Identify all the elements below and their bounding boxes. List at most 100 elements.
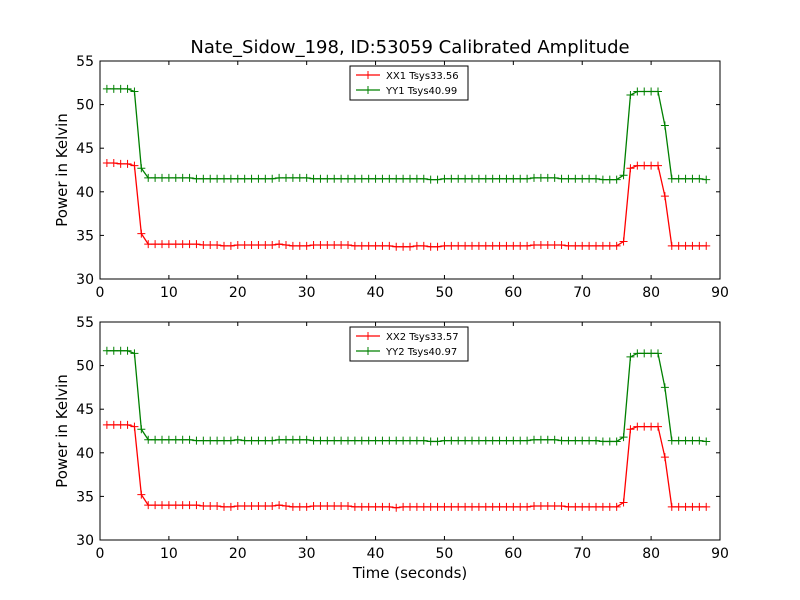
data-point <box>564 502 573 511</box>
data-point <box>385 241 394 250</box>
data-point <box>571 241 580 250</box>
data-point <box>426 242 435 251</box>
data-point <box>461 174 470 183</box>
x-tick-label: 80 <box>642 285 660 301</box>
data-point <box>206 501 215 510</box>
data-point <box>247 240 256 249</box>
data-point <box>295 502 304 511</box>
data-point <box>206 240 215 249</box>
data-point <box>502 241 511 250</box>
data-point <box>481 241 490 250</box>
data-point <box>688 436 697 445</box>
data-point <box>654 349 662 358</box>
data-point <box>612 175 621 184</box>
data-point <box>419 174 428 183</box>
data-point <box>233 501 242 510</box>
data-point <box>337 436 346 445</box>
data-point <box>261 174 270 183</box>
x-tick-label: 20 <box>229 285 247 301</box>
data-point <box>585 436 594 445</box>
data-point <box>640 87 649 96</box>
data-point <box>144 173 153 182</box>
data-point <box>592 241 600 250</box>
data-point <box>702 502 711 511</box>
data-point <box>536 173 545 182</box>
data-point <box>481 502 490 511</box>
data-point <box>399 502 408 511</box>
data-point <box>357 174 366 183</box>
data-point <box>571 436 580 445</box>
data-point <box>605 175 614 184</box>
data-point <box>509 241 518 250</box>
data-point <box>109 159 118 168</box>
data-point <box>564 241 573 250</box>
data-point <box>468 502 476 511</box>
data-point <box>192 501 201 510</box>
data-point <box>619 433 628 442</box>
data-point <box>316 174 325 183</box>
data-point <box>399 436 408 445</box>
x-tick-label: 50 <box>436 546 454 562</box>
data-point <box>178 435 187 444</box>
x-tick-label: 40 <box>367 546 385 562</box>
x-tick-label: 0 <box>96 285 105 301</box>
data-point <box>605 437 614 446</box>
plot-frame <box>99 321 721 541</box>
data-point <box>199 174 208 183</box>
data-point <box>164 240 173 249</box>
data-point <box>178 173 187 182</box>
data-point <box>440 174 449 183</box>
data-point <box>316 436 325 445</box>
data-point <box>130 87 139 96</box>
data-point <box>288 241 297 250</box>
data-point <box>282 501 290 510</box>
legend: XX2 Tsys33.57 YY2 Tsys40.97 <box>349 326 469 362</box>
data-point <box>474 174 483 183</box>
data-point <box>330 240 339 249</box>
data-point <box>254 174 263 183</box>
data-point <box>158 501 166 510</box>
data-point <box>102 420 111 429</box>
data-point <box>681 436 690 445</box>
data-point <box>226 174 235 183</box>
data-point <box>337 501 346 510</box>
data-point <box>543 173 552 182</box>
data-point <box>412 502 421 511</box>
data-point <box>481 436 490 445</box>
data-point <box>550 173 559 182</box>
data-point <box>454 174 463 183</box>
x-tick-label: 20 <box>229 546 247 562</box>
data-point <box>454 502 463 511</box>
data-point <box>654 87 662 96</box>
data-point <box>399 242 408 251</box>
data-point <box>647 161 656 170</box>
data-point <box>371 174 380 183</box>
data-point <box>233 174 242 183</box>
data-point <box>151 173 160 182</box>
data-point <box>220 436 228 445</box>
data-point <box>598 502 607 511</box>
data-point <box>660 121 669 130</box>
data-point <box>502 502 511 511</box>
data-point <box>220 241 228 250</box>
data-point <box>461 436 470 445</box>
data-point <box>295 173 304 182</box>
data-point <box>399 174 408 183</box>
data-point <box>695 174 704 183</box>
x-tick-label: 50 <box>436 285 454 301</box>
data-point <box>481 174 490 183</box>
data-point <box>171 240 180 249</box>
data-point <box>647 349 656 358</box>
data-point <box>612 241 621 250</box>
legend-label: YY2 Tsys40.97 <box>385 347 457 358</box>
data-point <box>268 501 277 510</box>
data-point <box>261 501 270 510</box>
y-tick-label: 55 <box>76 54 94 70</box>
data-point <box>130 422 139 431</box>
data-point <box>660 383 669 392</box>
data-point <box>578 436 587 445</box>
data-point <box>240 501 249 510</box>
data-point <box>571 502 580 511</box>
data-point <box>226 241 235 250</box>
